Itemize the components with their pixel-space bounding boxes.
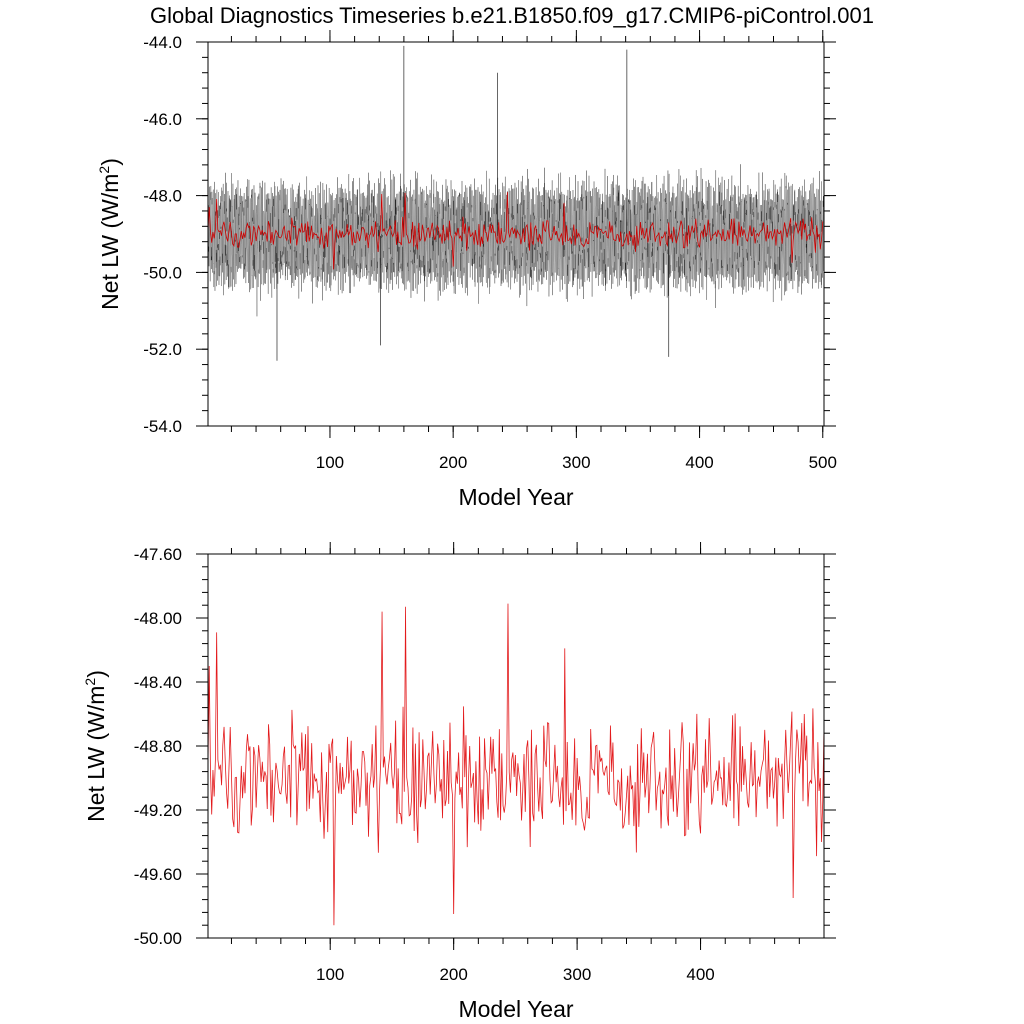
x-tick-label: 100 [316, 453, 344, 472]
bottom-annual-line [207, 603, 825, 926]
top-monthly-series [207, 45, 825, 361]
y-tick-label: -49.60 [134, 865, 182, 884]
x-tick-label: 200 [439, 453, 467, 472]
bottom-axis-ticks [196, 542, 836, 950]
bottom-x-axis-title: Model Year [458, 996, 573, 1022]
x-tick-label: 300 [562, 453, 590, 472]
top-chart-panel: -44.0 -46.0 -48.0 -50.0 -52.0 -54.0 100 200 300… [96, 30, 837, 510]
y-tick-label: -48.00 [134, 609, 182, 628]
y-tick-label: -50.00 [134, 929, 182, 948]
bottom-y-tick-labels: -47.60 -48.00 -48.40 -48.80 -49.20 -49.60 -50.… [134, 545, 182, 948]
x-tick-label: 100 [316, 965, 344, 984]
y-tick-label: -48.80 [134, 737, 182, 756]
top-y-axis-title: Net LW (W/m2) [96, 158, 123, 310]
y-tick-label: -48.40 [134, 673, 182, 692]
top-x-tick-labels: 100 200 300 400 500 [316, 453, 837, 472]
top-plot-frame [207, 41, 825, 427]
top-axis-ticks [196, 30, 836, 438]
x-tick-label: 500 [809, 453, 837, 472]
y-tick-label: -49.20 [134, 801, 182, 820]
top-annual-line [207, 192, 824, 270]
figure-title: Global Diagnostics Timeseries b.e21.B185… [150, 3, 874, 28]
top-x-axis-title: Model Year [458, 484, 573, 510]
y-tick-label: -52.0 [143, 340, 182, 359]
x-tick-label: 400 [685, 453, 713, 472]
top-annual-series [207, 192, 824, 270]
y-tick-label: -48.0 [143, 187, 182, 206]
x-tick-label: 400 [686, 965, 714, 984]
y-tick-label: -46.0 [143, 110, 182, 129]
y-tick-label: -44.0 [143, 33, 182, 52]
x-tick-label: 300 [563, 965, 591, 984]
top-monthly-line [207, 164, 825, 317]
bottom-annual-series [207, 603, 825, 926]
x-tick-label: 200 [439, 965, 467, 984]
y-tick-label: -50.0 [143, 263, 182, 282]
bottom-y-axis-title: Net LW (W/m2) [82, 670, 109, 822]
top-y-tick-labels: -44.0 -46.0 -48.0 -50.0 -52.0 -54.0 [143, 33, 182, 436]
bottom-x-tick-labels: 100 200 300 400 [316, 965, 715, 984]
bottom-chart-panel: -47.60 -48.00 -48.40 -48.80 -49.20 -49.60 -50.… [82, 542, 836, 1022]
y-tick-label: -47.60 [134, 545, 182, 564]
y-tick-label: -54.0 [143, 417, 182, 436]
